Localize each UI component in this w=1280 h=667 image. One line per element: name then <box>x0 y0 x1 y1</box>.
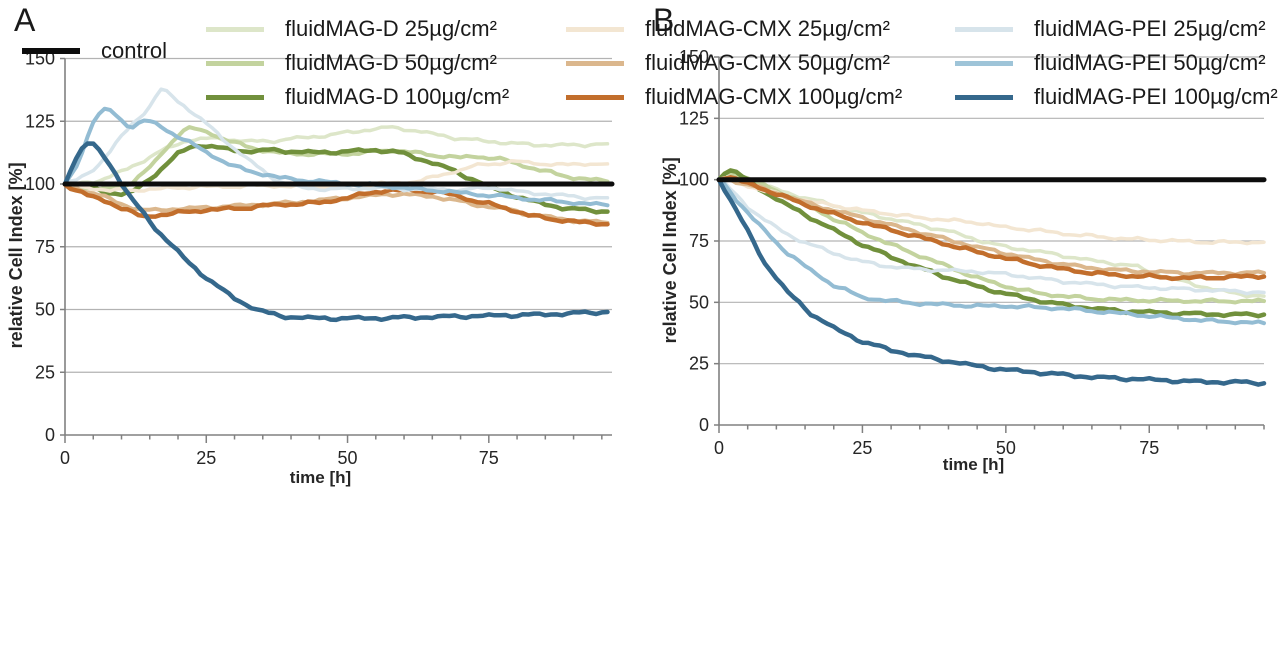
legend-swatch-fluidmag-d-100-g-cm <box>206 94 264 100</box>
xtick-label-25: 25 <box>196 448 216 468</box>
ytick-label-0: 0 <box>45 425 55 445</box>
legend-control-column: control <box>22 34 167 68</box>
figure-legend: control fluidMAG-D 25µg/cm² fluidMAG-D 50µ… <box>0 0 1280 119</box>
legend-swatch-fluidmag-d-50-g-cm <box>206 60 264 66</box>
legend-label: fluidMAG-CMX 25µg/cm² <box>645 16 890 41</box>
legend-label: control <box>101 38 168 63</box>
legend-item-fluidmag-d-100-g-cm: fluidMAG-D 100µg/cm² <box>206 80 509 114</box>
legend-item-fluidmag-pei-50-g-cm: fluidMAG-PEI 50µg/cm² <box>955 46 1278 80</box>
legend-item-control: control <box>22 34 167 68</box>
legend-label: fluidMAG-PEI 25µg/cm² <box>1034 16 1266 41</box>
legend-swatch-fluidmag-cmx-100-g-cm <box>566 94 624 100</box>
legend-swatch-fluidmag-pei-100-g-cm <box>955 94 1013 100</box>
x-axis-title: time [h] <box>290 468 351 487</box>
legend-label: fluidMAG-D 50µg/cm² <box>285 50 497 75</box>
legend-swatch-fluidmag-pei-50-g-cm <box>955 60 1013 66</box>
series-line-fluidmag-pei-100-g-cm <box>716 177 1267 387</box>
ytick-label-0: 0 <box>699 415 709 435</box>
x-axis-title: time [h] <box>943 455 1004 474</box>
series-line-fluidmag-d-25-g-cm <box>63 125 610 186</box>
legend-item-fluidmag-d-50-g-cm: fluidMAG-D 50µg/cm² <box>206 46 509 80</box>
legend-item-fluidmag-cmx-25-g-cm: fluidMAG-CMX 25µg/cm² <box>566 12 902 46</box>
xtick-label-25: 25 <box>852 438 872 458</box>
series-line-fluidmag-cmx-50-g-cm <box>717 176 1266 277</box>
y-axis-title: relative Cell Index [%] <box>6 162 26 348</box>
legend-swatch-control <box>22 48 80 54</box>
ytick-label-100: 100 <box>25 174 55 194</box>
ytick-label-150: 150 <box>679 47 709 67</box>
ytick-label-50: 50 <box>689 292 709 312</box>
xtick-label-0: 0 <box>60 448 70 468</box>
legend-item-fluidmag-pei-100-g-cm: fluidMAG-PEI 100µg/cm² <box>955 80 1278 114</box>
legend-fluidmag-cmx-column: fluidMAG-CMX 25µg/cm² fluidMAG-CMX 50µg/c… <box>566 12 902 114</box>
series-line-fluidmag-pei-100-g-cm <box>62 141 610 323</box>
legend-swatch-fluidmag-cmx-25-g-cm <box>566 26 624 32</box>
y-axis-title: relative Cell Index [%] <box>660 157 680 343</box>
legend-label: fluidMAG-CMX 100µg/cm² <box>645 84 903 109</box>
ytick-label-25: 25 <box>689 354 709 374</box>
chart-panel-b: 0 25 50 75 100 125 150 0 25 50 75 time [h] relative … <box>660 47 1267 474</box>
legend-label: fluidMAG-PEI 100µg/cm² <box>1034 84 1278 109</box>
legend-item-fluidmag-cmx-50-g-cm: fluidMAG-CMX 50µg/cm² <box>566 46 902 80</box>
xtick-label-75: 75 <box>479 448 499 468</box>
charts-canvas: 0 25 50 75 100 125 150 0 25 50 75 time [h] relative … <box>6 47 1267 487</box>
ytick-label-100: 100 <box>679 170 709 190</box>
legend-label: fluidMAG-CMX 50µg/cm² <box>645 50 890 75</box>
series-line-fluidmag-d-50-g-cm <box>717 170 1266 305</box>
legend-item-fluidmag-pei-25-g-cm: fluidMAG-PEI 25µg/cm² <box>955 12 1278 46</box>
series-line-fluidmag-pei-25-g-cm <box>717 177 1266 296</box>
legend-item-fluidmag-cmx-100-g-cm: fluidMAG-CMX 100µg/cm² <box>566 80 902 114</box>
series-line-fluidmag-d-100-g-cm <box>716 168 1267 319</box>
legend-swatch-fluidmag-pei-25-g-cm <box>955 26 1013 32</box>
series-line-fluidmag-pei-50-g-cm <box>717 177 1266 326</box>
legend-label: fluidMAG-D 100µg/cm² <box>285 84 510 109</box>
xtick-label-50: 50 <box>996 438 1016 458</box>
panel-label-b: B <box>653 2 675 38</box>
xtick-label-0: 0 <box>714 438 724 458</box>
legend-item-fluidmag-d-25-g-cm: fluidMAG-D 25µg/cm² <box>206 12 509 46</box>
legend-label: fluidMAG-PEI 50µg/cm² <box>1034 50 1266 75</box>
legend-swatch-fluidmag-d-25-g-cm <box>206 26 264 32</box>
ytick-label-125: 125 <box>25 111 55 131</box>
legend-fluidmag-pei-column: fluidMAG-PEI 25µg/cm² fluidMAG-PEI 50µg/c… <box>955 12 1278 114</box>
series-line-fluidmag-pei-25-g-cm <box>63 87 610 202</box>
series-line-fluidmag-cmx-100-g-cm <box>62 182 610 227</box>
legend-swatch-fluidmag-cmx-50-g-cm <box>566 60 624 66</box>
ytick-label-25: 25 <box>35 362 55 382</box>
legend-fluidmag-d-column: fluidMAG-D 25µg/cm² fluidMAG-D 50µg/cm² fl… <box>206 12 509 114</box>
series-line-fluidmag-cmx-100-g-cm <box>716 175 1267 282</box>
legend-label: fluidMAG-D 25µg/cm² <box>285 16 497 41</box>
panel-label-a: A <box>14 2 36 38</box>
ytick-label-75: 75 <box>689 231 709 251</box>
xtick-label-75: 75 <box>1139 438 1159 458</box>
ytick-label-75: 75 <box>35 237 55 257</box>
ytick-label-125: 125 <box>679 108 709 128</box>
ytick-label-50: 50 <box>35 300 55 320</box>
xtick-label-50: 50 <box>338 448 358 468</box>
